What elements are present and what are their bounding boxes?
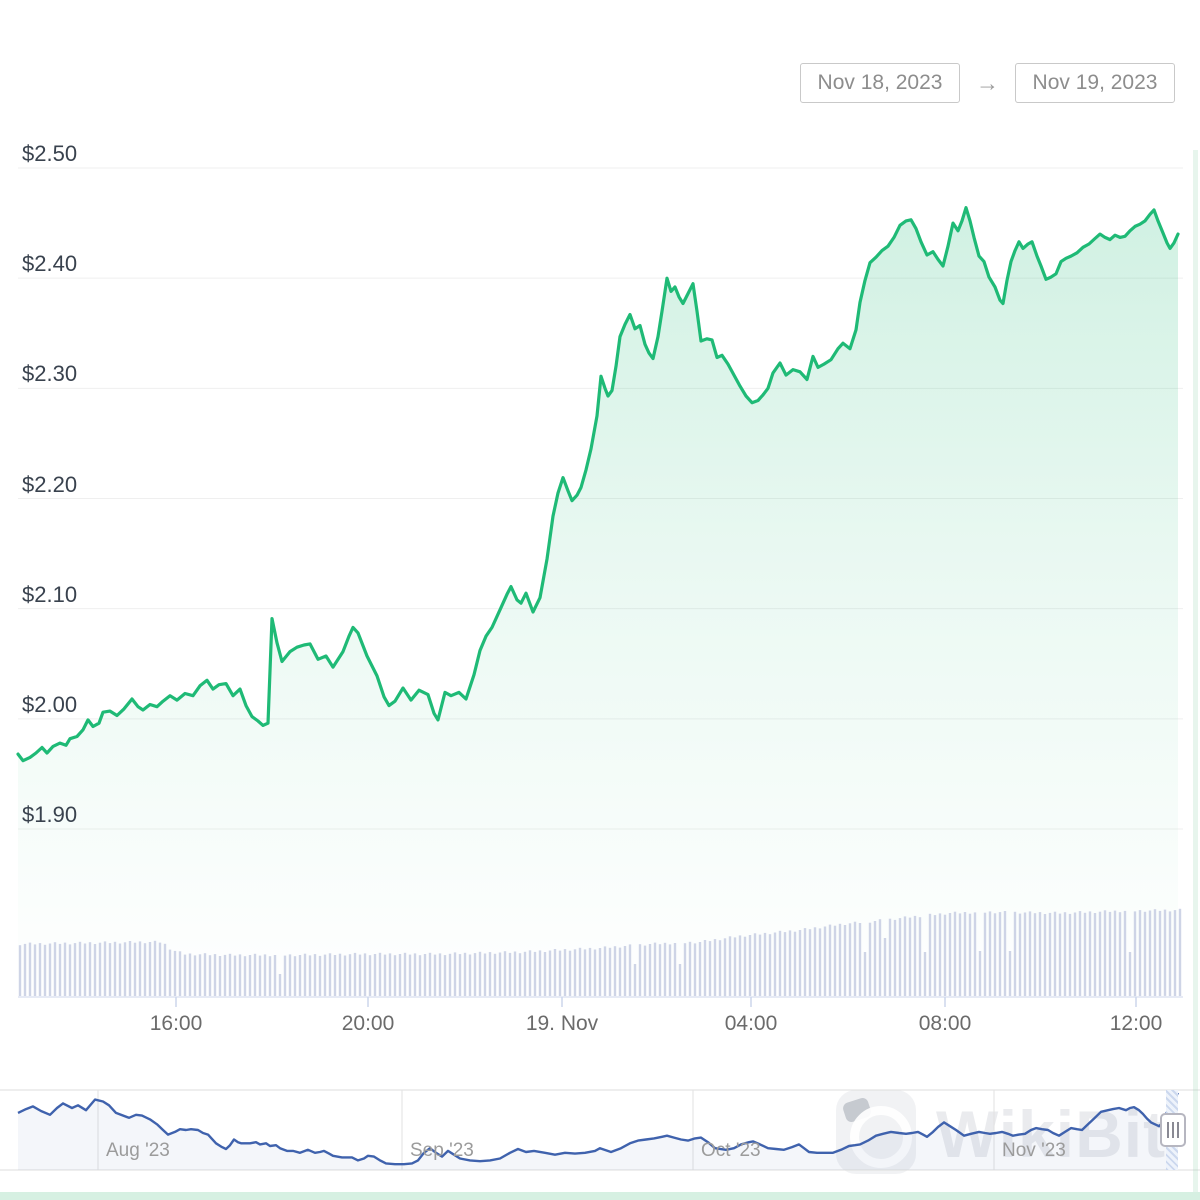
watermark-logo-icon — [836, 1090, 916, 1174]
y-axis-label: $2.50 — [22, 141, 78, 166]
price-line-series — [16, 206, 1180, 763]
volume-bars — [18, 908, 1182, 997]
navigator-month-label: Sep '23 — [410, 1140, 474, 1161]
y-axis-label: $2.10 — [22, 581, 78, 607]
date-from-input[interactable]: Nov 18, 2023 — [800, 63, 960, 103]
x-axis-label: 20:00 — [341, 1012, 395, 1035]
y-axis-label: $2.00 — [22, 691, 78, 717]
navigator-month-label: Oct '23 — [701, 1140, 761, 1161]
date-to-input[interactable]: Nov 19, 2023 — [1015, 63, 1175, 103]
date-range-picker: Nov 18, 2023 → Nov 19, 2023 — [800, 62, 1175, 104]
y-axis-label: $2.40 — [22, 251, 78, 277]
navigator-line-series[interactable] — [17, 1092, 1179, 1166]
x-axis-label: 08:00 — [918, 1012, 972, 1035]
x-axis-label: 16:00 — [149, 1012, 203, 1035]
x-axis-label: 19. Nov — [525, 1012, 599, 1035]
y-axis-label: $1.90 — [22, 802, 78, 827]
x-axis-label: 12:00 — [1109, 1012, 1163, 1035]
navigator-handle[interactable] — [1160, 1113, 1186, 1147]
x-axis-label: 04:00 — [724, 1012, 778, 1035]
navigator-month-label: Aug '23 — [106, 1140, 170, 1161]
navigator-month-label: Nov '23 — [1002, 1140, 1066, 1161]
date-range-arrow-icon: → — [976, 69, 999, 96]
price-area-fill — [18, 207, 1178, 997]
y-axis-label: $2.30 — [22, 361, 78, 387]
y-axis-label: $2.20 — [22, 471, 78, 497]
right-edge-strip — [1193, 150, 1198, 1200]
bottom-accent-strip — [0, 1192, 1200, 1200]
